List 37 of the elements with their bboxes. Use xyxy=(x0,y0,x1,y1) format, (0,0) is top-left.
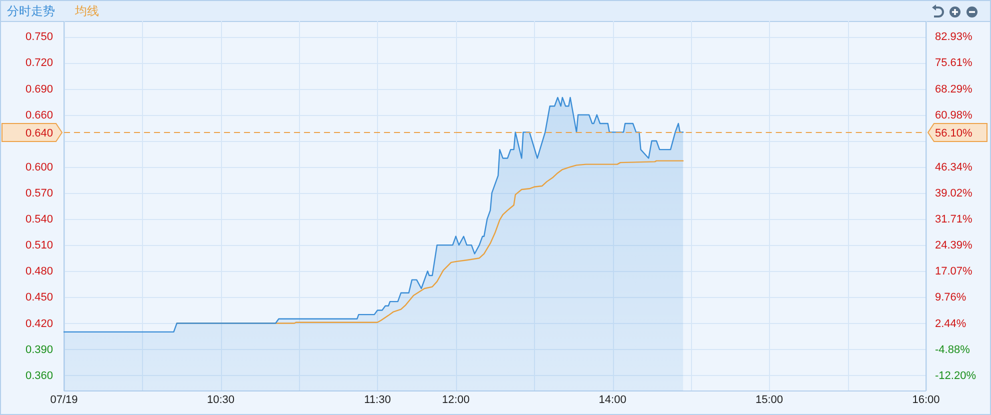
y-tick-label: 0.600 xyxy=(25,161,53,174)
x-tick-label: 11:30 xyxy=(364,394,391,406)
y2-tick-label: 2.44% xyxy=(935,318,966,330)
y2-tick-label: -4.88% xyxy=(935,344,970,356)
y-tick-label: 0.480 xyxy=(25,266,53,278)
y-tick-label: 0.450 xyxy=(25,292,53,304)
y-tick-label: 0.690 xyxy=(25,83,53,96)
y2-tick-label: 9.76% xyxy=(935,292,966,304)
y-tick-label: 0.390 xyxy=(25,344,53,356)
y-tick-label: 0.720 xyxy=(25,57,53,70)
x-tick-label: 15:00 xyxy=(756,394,784,406)
y2-tick-label: 24.39% xyxy=(935,240,973,252)
text: 均线 xyxy=(74,4,99,18)
y-tick-label: 0.750 xyxy=(25,31,53,44)
y2-tick-label: 46.34% xyxy=(935,161,973,174)
x-tick-label: 12:00 xyxy=(442,394,470,406)
y2-tick-label: 68.29% xyxy=(935,83,973,96)
ref-line-label: 0.640 xyxy=(25,127,53,140)
y-tick-label: 0.570 xyxy=(25,187,53,200)
text: 分时走势 xyxy=(7,4,55,18)
y2-tick-label: 31.71% xyxy=(935,214,973,226)
x-tick-label: 16:00 xyxy=(912,394,940,406)
y2-tick-label: 17.07% xyxy=(935,266,973,278)
y2-tick-label: 39.02% xyxy=(935,188,973,200)
x-tick-label: 10:30 xyxy=(206,394,234,406)
y-tick-label: 0.540 xyxy=(25,214,53,226)
y-tick-label: 0.360 xyxy=(25,370,53,382)
ref-line-label: 56.10% xyxy=(935,127,973,140)
y2-tick-label: -12.20% xyxy=(935,370,976,382)
y-tick-label: 0.660 xyxy=(25,109,53,122)
y2-tick-label: 82.93% xyxy=(935,31,973,44)
x-tick-label: 14:00 xyxy=(598,394,626,406)
y-tick-label: 0.420 xyxy=(25,318,53,330)
x-tick-label: 07/19 xyxy=(50,394,78,406)
y2-tick-label: 60.98% xyxy=(935,109,973,122)
y-tick-label: 0.510 xyxy=(25,240,53,252)
y2-tick-label: 75.61% xyxy=(935,57,973,70)
